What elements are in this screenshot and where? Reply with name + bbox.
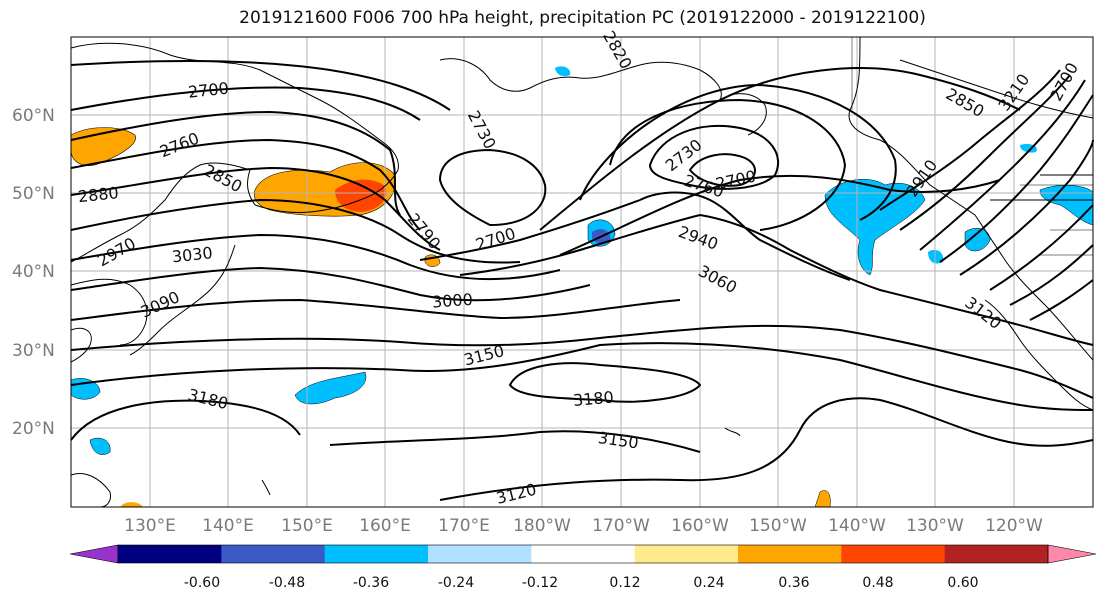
lat-label-40n: 40°N xyxy=(12,262,55,282)
colorbar-segment xyxy=(324,545,429,563)
colorbar-tick: -0.24 xyxy=(438,575,474,591)
lat-label-20n: 20°N xyxy=(12,419,55,439)
borders xyxy=(851,37,1093,256)
lon-label: 130°W xyxy=(906,516,964,536)
colorbar-tick: 0.24 xyxy=(693,575,724,591)
colorbar-tick: -0.36 xyxy=(353,575,389,591)
contour-label: 3030 xyxy=(171,243,213,266)
contour-label: 3000 xyxy=(431,290,473,312)
lon-label: 150°W xyxy=(749,516,807,536)
lon-label: 140°W xyxy=(828,516,886,536)
colorbar-segment xyxy=(738,545,842,563)
colorbar-segment xyxy=(841,545,946,563)
contour-label: 2700 xyxy=(187,79,229,102)
lon-label: 160°E xyxy=(359,516,411,536)
colorbar-tick: -0.60 xyxy=(184,575,220,591)
colorbar-segment xyxy=(428,545,532,563)
colorbar-tick: 0.12 xyxy=(609,575,640,591)
lon-label: 160°W xyxy=(671,516,729,536)
colorbar-segment xyxy=(221,545,326,563)
lon-label: 130°E xyxy=(124,516,176,536)
colorbar-extend-low xyxy=(69,544,119,564)
contour-label: 2880 xyxy=(77,183,119,206)
coastlines xyxy=(70,36,1094,508)
colorbar-outline xyxy=(117,544,1049,564)
colorbar-tick: 0.36 xyxy=(778,575,809,591)
colorbar-tick: -0.48 xyxy=(269,575,305,591)
colorbar-segment xyxy=(944,545,1049,563)
height-contours xyxy=(70,60,1094,501)
colorbar-segment xyxy=(118,545,222,563)
lat-label-30n: 30°N xyxy=(12,341,55,361)
colorbar-extend-high xyxy=(1047,544,1097,564)
lon-label: 170°E xyxy=(438,516,490,536)
colorbar-tick: 0.48 xyxy=(862,575,893,591)
lon-label: 180°W xyxy=(513,516,571,536)
lon-label: 120°W xyxy=(985,516,1043,536)
lon-label: 170°W xyxy=(592,516,650,536)
colorbar-segment xyxy=(634,545,739,563)
longitude-labels: 130°E 140°E 150°E 160°E 170°E 180°W 170°… xyxy=(124,516,1043,536)
lat-label-50n: 50°N xyxy=(12,184,55,204)
lat-label-60n: 60°N xyxy=(12,106,55,126)
contour-label: 3180 xyxy=(572,387,614,409)
map-title: 2019121600 F006 700 hPa height, precipit… xyxy=(239,8,926,28)
lon-label: 140°E xyxy=(202,516,254,536)
latitude-labels: 60°N 50°N 40°N 30°N 20°N xyxy=(12,106,55,439)
colorbar-segment xyxy=(531,545,636,563)
lon-label: 150°E xyxy=(281,516,333,536)
colorbar-tick: 0.60 xyxy=(947,575,978,591)
map-frame xyxy=(70,36,1094,508)
colorbar xyxy=(69,544,1097,564)
colorbar-tick-labels: -0.60 -0.48 -0.36 -0.24 -0.12 0.12 0.24 … xyxy=(184,575,979,591)
colorbar-tick: -0.12 xyxy=(522,575,558,591)
